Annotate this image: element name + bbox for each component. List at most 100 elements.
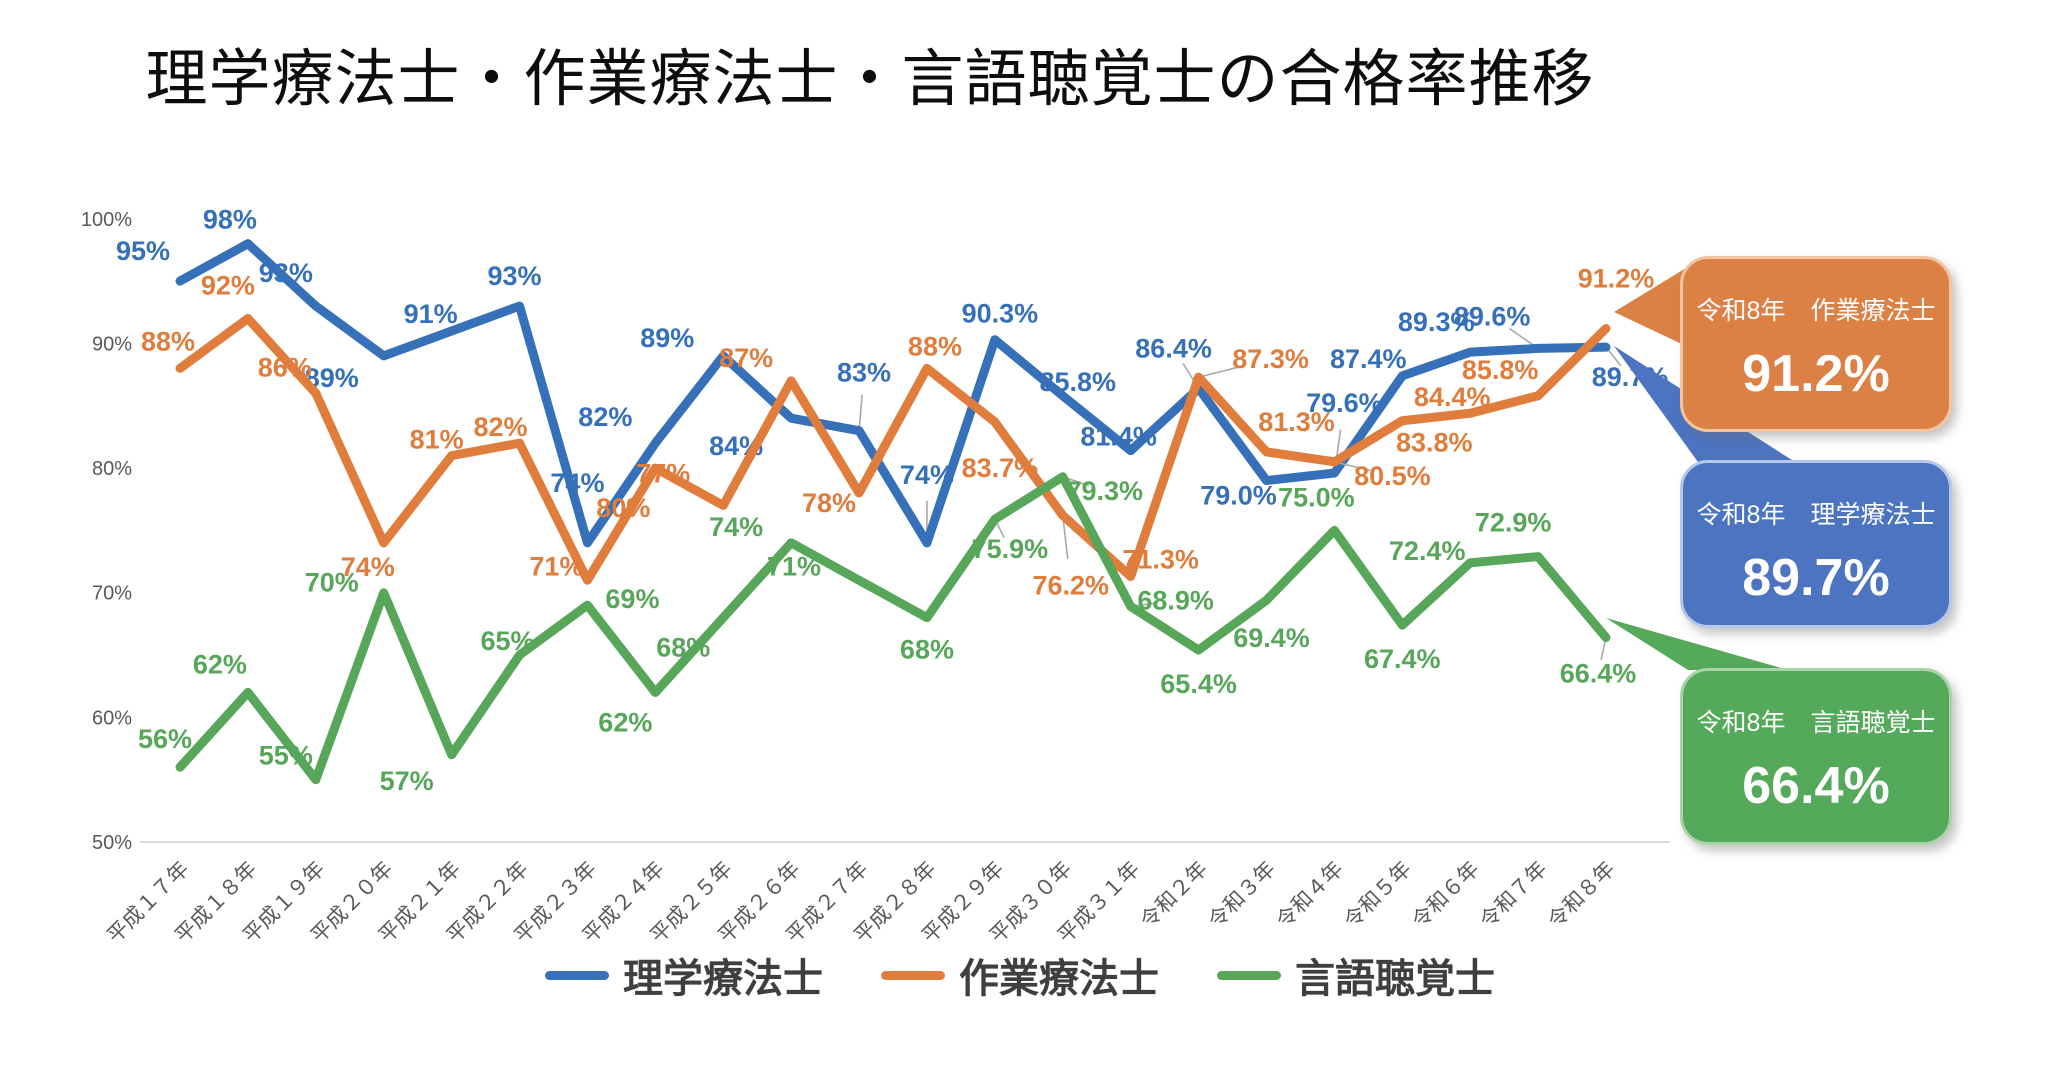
data-label: 62%: [598, 707, 652, 737]
callout-year-series-label: 令和8年 作業療法士: [1696, 297, 1936, 325]
data-label: 89.6%: [1454, 301, 1531, 331]
series-1: 88%92%86%74%81% 82%71%80%77%87%78%88%83.7…: [141, 263, 1654, 600]
y-axis-tick-labels: 100% 90% 80% 70% 60% 50%: [81, 209, 132, 854]
data-label: 83%: [837, 358, 891, 388]
data-label: 79.0%: [1200, 481, 1277, 511]
data-label: 81%: [410, 425, 464, 455]
data-label: 74%: [709, 512, 763, 542]
callout-value: 89.7%: [1742, 548, 1890, 607]
x-tick-label: 令和４年: [1272, 857, 1348, 933]
data-label: 75.0%: [1278, 482, 1355, 512]
data-label: 65%: [481, 626, 535, 656]
data-label: 90.3%: [962, 299, 1039, 329]
data-label: 87.4%: [1330, 344, 1407, 374]
data-label: 79.3%: [1066, 476, 1143, 506]
data-label: 74%: [900, 460, 954, 490]
x-tick-label: 令和６年: [1408, 857, 1484, 933]
callout-value: 66.4%: [1742, 756, 1890, 815]
data-label: 55%: [259, 741, 313, 771]
series-line-1: [175, 314, 1611, 585]
data-label: 91%: [404, 299, 458, 329]
x-tick-label: 令和５年: [1340, 857, 1416, 933]
data-label: 83.7%: [962, 453, 1039, 483]
data-label: 83.8%: [1396, 428, 1473, 458]
data-label: 65.4%: [1160, 669, 1237, 699]
data-label: 74%: [550, 468, 604, 498]
data-label: 56%: [138, 724, 192, 754]
data-label: 87%: [719, 343, 773, 373]
data-label: 93%: [488, 261, 542, 291]
callout-year-series-label: 令和8年 言語聴覚士: [1696, 709, 1936, 737]
data-label: 98%: [203, 205, 257, 235]
data-label: 81.4%: [1080, 422, 1157, 452]
legend-label: 理学療法士: [623, 957, 823, 1001]
y-tick-label: 90%: [92, 333, 132, 355]
series-2: 56%62%55%70%57%65%69%62%68%74%71%68%75.9…: [138, 472, 1636, 796]
x-tick-label: 令和３年: [1204, 857, 1280, 933]
data-label: 67.4%: [1364, 644, 1441, 674]
data-label: 80%: [596, 493, 650, 523]
data-label: 79.6%: [1306, 388, 1383, 418]
data-label: 82%: [578, 402, 632, 432]
legend-item-sagyou: 作業療法士: [881, 946, 1159, 1004]
data-label: 86%: [258, 352, 312, 382]
data-label: 75.9%: [972, 534, 1049, 564]
data-label: 86.4%: [1135, 333, 1212, 363]
data-label: 82%: [474, 412, 528, 442]
legend-item-rigaku: 理学療法士: [545, 946, 823, 1004]
callout-tail: [1606, 618, 1788, 670]
data-label: 89.3%: [1398, 307, 1475, 337]
data-label: 88%: [141, 326, 195, 356]
y-tick-label: 80%: [92, 458, 132, 480]
data-label: 88%: [908, 331, 962, 361]
data-label: 69%: [605, 584, 659, 614]
legend-dash-icon: [881, 970, 945, 980]
x-axis-tick-labels: 平成１７年平成１８年平成１９年平成２０年平成２１年平成２２年平成２３年平成２４年…: [103, 857, 1620, 948]
series-line-2: [175, 472, 1611, 785]
data-label: 76.2%: [1032, 570, 1109, 600]
legend-label: 言語聴覚士: [1295, 957, 1495, 1001]
data-label: 85.8%: [1039, 367, 1116, 397]
callout-gengo-choukakushi: 令和8年 言語聴覚士 66.4%: [1680, 668, 1952, 845]
series-line-0: [175, 239, 1611, 548]
callout-sagyou-ryouhoushi: 令和8年 作業療法士 91.2%: [1680, 256, 1952, 432]
data-label: 71.3%: [1122, 545, 1199, 575]
data-label: 95%: [116, 236, 170, 266]
data-label: 68.9%: [1137, 585, 1214, 615]
data-label: 91.2%: [1578, 263, 1655, 293]
data-label: 87.3%: [1232, 344, 1309, 374]
data-label: 80.5%: [1354, 461, 1431, 491]
y-tick-label: 100%: [81, 209, 132, 231]
data-label: 92%: [201, 271, 255, 301]
data-label: 68%: [656, 633, 710, 663]
legend-dash-icon: [545, 970, 609, 980]
data-label: 74%: [341, 552, 395, 582]
data-label: 71%: [767, 551, 821, 581]
data-label: 89%: [640, 323, 694, 353]
series-0: 95%98%93%89%91%93%74%82%89%84%83%74%90.3…: [116, 205, 1668, 548]
data-label: 93%: [259, 258, 313, 288]
callout-tail: [1614, 268, 1686, 346]
label-leader-line: [858, 394, 863, 431]
y-tick-label: 50%: [92, 832, 132, 854]
legend: 理学療法士 作業療法士 言語聴覚士: [260, 946, 1780, 1004]
data-label: 77%: [636, 458, 690, 488]
callout-rigaku-ryouhoushi: 令和8年 理学療法士 89.7%: [1680, 460, 1952, 628]
legend-label: 作業療法士: [959, 957, 1159, 1001]
label-leader-line: [1198, 365, 1244, 378]
data-label: 78%: [802, 488, 856, 518]
label-leader-line: [1061, 515, 1069, 559]
data-label: 72.9%: [1475, 508, 1552, 538]
callout-value: 91.2%: [1742, 344, 1890, 403]
data-label: 57%: [380, 766, 434, 796]
data-label: 68%: [900, 635, 954, 665]
data-label: 62%: [193, 649, 247, 679]
y-tick-label: 70%: [92, 583, 132, 605]
x-tick-label: 令和８年: [1544, 857, 1620, 933]
data-label: 72.4%: [1389, 536, 1466, 566]
x-tick-label: 令和２年: [1136, 857, 1212, 933]
data-label: 71%: [529, 551, 583, 581]
data-label: 84.4%: [1414, 382, 1491, 412]
chart-title: 理学療法士・作業療法士・言語聴覚士の合格率推移: [145, 45, 1595, 114]
